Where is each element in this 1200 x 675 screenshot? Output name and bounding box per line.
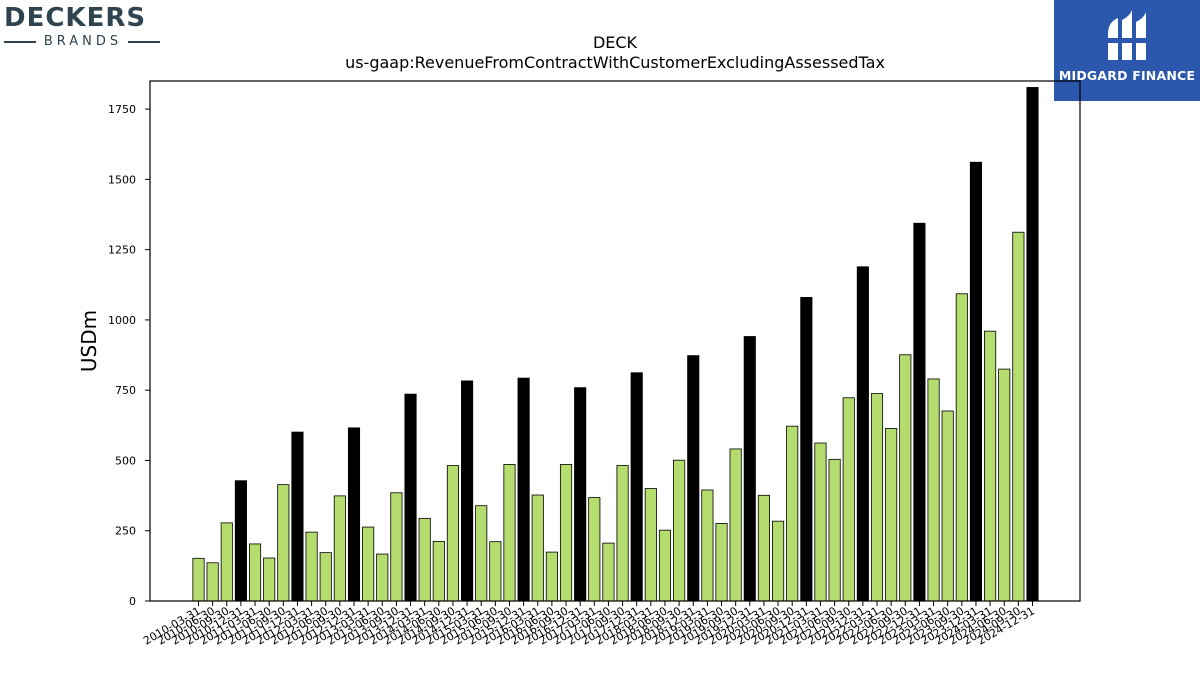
bar-quarter bbox=[418, 517, 431, 602]
bar-annual bbox=[404, 393, 417, 602]
bar-quarter bbox=[277, 484, 290, 602]
bar-quarter bbox=[206, 562, 219, 602]
bar-quarter bbox=[955, 293, 968, 602]
deckers-brands-logo: DECKERS BRANDS bbox=[4, 4, 160, 49]
bar-quarter bbox=[545, 551, 558, 602]
bar-annual bbox=[687, 355, 700, 602]
bar-annual bbox=[517, 377, 530, 602]
bar-annual bbox=[856, 266, 869, 602]
bar-quarter bbox=[248, 543, 262, 602]
bar-annual bbox=[234, 480, 247, 602]
bar-annual bbox=[743, 336, 756, 602]
bar-quarter bbox=[489, 541, 502, 602]
bar-quarter bbox=[263, 557, 276, 602]
bar-quarter bbox=[828, 458, 841, 602]
bar-annual bbox=[1026, 87, 1039, 602]
bar-quarter bbox=[842, 397, 855, 602]
bar-annual bbox=[630, 372, 643, 602]
bar-quarter bbox=[376, 553, 389, 602]
plot-frame bbox=[149, 80, 1081, 602]
bar-annual bbox=[800, 297, 813, 602]
bar-quarter bbox=[1012, 231, 1025, 602]
logo-divider-left bbox=[4, 40, 36, 43]
bar-quarter bbox=[616, 465, 629, 602]
x-axis: 2010-03-312010-06-302010-09-302010-12-31… bbox=[141, 601, 1037, 648]
y-tick-label: 0 bbox=[129, 595, 136, 608]
y-tick-label: 750 bbox=[115, 384, 136, 397]
bar-quarter bbox=[446, 465, 460, 602]
y-axis-label: USDm bbox=[77, 310, 101, 372]
bar-quarter bbox=[333, 495, 346, 602]
bar-quarter bbox=[885, 428, 898, 602]
bar-quarter bbox=[772, 520, 785, 602]
bar-annual bbox=[913, 222, 926, 602]
bar-quarter bbox=[319, 552, 332, 602]
bar-quarter bbox=[390, 492, 403, 602]
bar-quarter bbox=[757, 494, 770, 602]
logo-divider-right bbox=[128, 40, 160, 43]
bar-quarter bbox=[602, 542, 615, 602]
bar-annual bbox=[347, 427, 361, 602]
bar-quarter bbox=[941, 410, 954, 602]
chart-subtitle: us-gaap:RevenueFromContractWithCustomerE… bbox=[345, 53, 885, 72]
bar-quarter bbox=[927, 378, 940, 602]
bar-quarter bbox=[192, 557, 205, 602]
bar-series bbox=[192, 87, 1039, 602]
chart-title: DECK bbox=[593, 33, 638, 52]
bar-quarter bbox=[503, 463, 516, 602]
bar-quarter bbox=[531, 494, 544, 602]
y-tick-label: 250 bbox=[115, 525, 136, 538]
midgard-logo-icon bbox=[1106, 10, 1148, 60]
bar-annual bbox=[574, 387, 587, 602]
bar-quarter bbox=[701, 489, 714, 602]
bar-quarter bbox=[305, 531, 318, 602]
bar-quarter bbox=[644, 488, 657, 602]
bar-quarter bbox=[475, 505, 488, 602]
bar-quarter bbox=[814, 442, 827, 602]
bar-quarter bbox=[870, 393, 884, 602]
y-tick-label: 1250 bbox=[108, 244, 136, 257]
bar-quarter bbox=[899, 354, 912, 602]
midgard-finance-logo: MIDGARD FINANCE bbox=[1054, 0, 1200, 101]
y-tick-label: 1750 bbox=[108, 103, 136, 116]
bar-quarter bbox=[559, 463, 573, 602]
y-tick-label: 500 bbox=[115, 454, 136, 467]
y-axis: 0 250 500 750 1000 1250 1500 1750 bbox=[108, 103, 150, 608]
bar-annual bbox=[969, 161, 983, 602]
bar-annual bbox=[291, 431, 304, 602]
bar-quarter bbox=[588, 497, 601, 602]
deckers-logo-sub-row: BRANDS bbox=[4, 34, 160, 49]
midgard-logo-name: MIDGARD FINANCE bbox=[1058, 68, 1196, 83]
y-tick-label: 1000 bbox=[108, 314, 136, 327]
bar-quarter bbox=[998, 368, 1011, 602]
bar-quarter bbox=[715, 523, 728, 602]
bar-quarter bbox=[220, 522, 233, 602]
bar-quarter bbox=[362, 526, 375, 602]
bar-quarter bbox=[984, 330, 997, 602]
bar-quarter bbox=[673, 459, 686, 602]
bar-annual bbox=[461, 380, 474, 602]
y-tick-label: 1500 bbox=[108, 173, 136, 186]
bar-quarter bbox=[729, 448, 742, 602]
deckers-logo-sub: BRANDS bbox=[43, 34, 123, 49]
deckers-logo-name: DECKERS bbox=[4, 3, 147, 33]
bar-quarter bbox=[786, 425, 799, 602]
bar-quarter bbox=[432, 541, 445, 602]
bar-quarter bbox=[658, 529, 672, 602]
